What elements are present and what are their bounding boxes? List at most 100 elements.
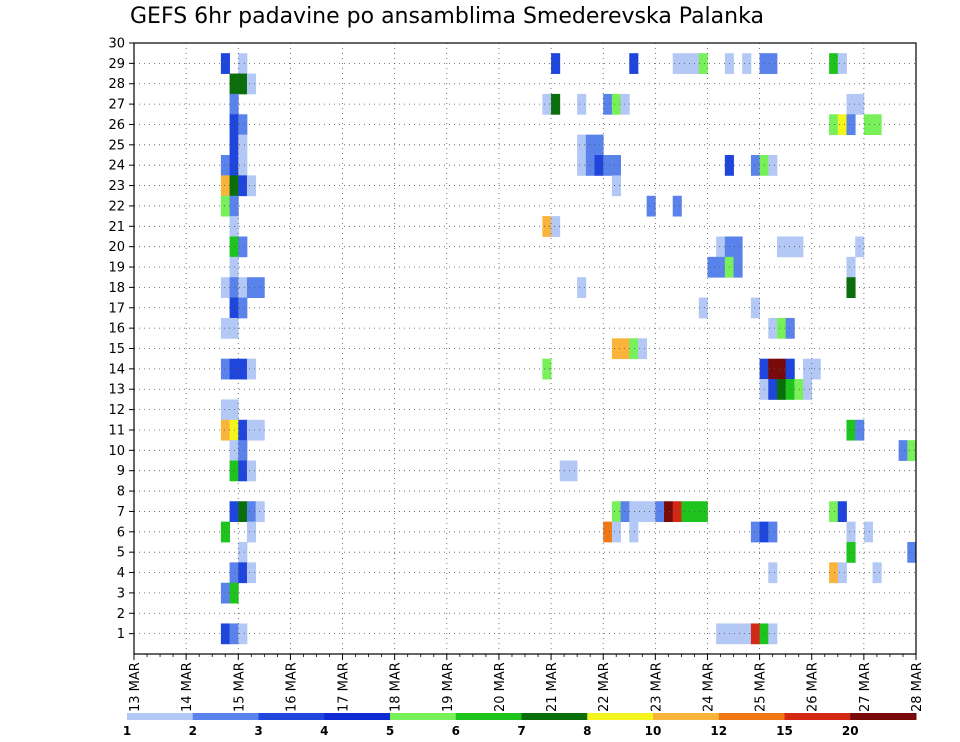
heatmap-cell xyxy=(238,460,248,482)
y-tick-label: 18 xyxy=(108,281,125,296)
colorbar-label: 7 xyxy=(517,724,525,738)
heatmap-cell xyxy=(907,541,917,563)
heatmap-cell xyxy=(238,623,248,645)
heatmap-cell xyxy=(551,216,561,237)
heatmap-cell xyxy=(872,562,882,584)
heatmap-cell xyxy=(742,53,752,74)
y-tick-label: 22 xyxy=(108,199,125,214)
heatmap-cell xyxy=(733,256,743,278)
colorbar-swatch xyxy=(127,713,194,720)
heatmap-cell xyxy=(837,114,847,136)
heatmap-cell xyxy=(255,419,265,441)
y-tick-label: 7 xyxy=(117,505,125,520)
heatmap-cell xyxy=(776,317,787,339)
heatmap-cell xyxy=(603,521,613,543)
y-tick-label: 27 xyxy=(108,98,125,113)
heatmap-cell xyxy=(837,501,847,523)
heatmap-cell xyxy=(872,114,882,136)
x-tick-label: 25 MAR xyxy=(754,662,769,712)
heatmap-cell xyxy=(672,501,682,523)
heatmap-cell xyxy=(768,317,778,339)
heatmap-cell xyxy=(785,379,795,400)
y-tick-label: 17 xyxy=(108,301,125,316)
x-tick-label: 27 MAR xyxy=(858,662,873,712)
heatmap-cell xyxy=(255,501,265,523)
heatmap-cell xyxy=(846,419,856,441)
heatmap-cell xyxy=(577,93,587,115)
heatmap-cell xyxy=(716,256,726,278)
heatmap-cell xyxy=(846,277,856,298)
y-tick-label: 14 xyxy=(108,362,125,377)
x-tick-label: 22 MAR xyxy=(597,662,612,712)
heatmap-cell xyxy=(785,317,795,339)
heatmap-cell xyxy=(220,53,230,74)
heatmap-cell xyxy=(829,501,839,523)
y-tick-label: 4 xyxy=(117,566,125,581)
heatmap-cell xyxy=(846,256,856,278)
heatmap-cell xyxy=(629,501,639,523)
y-tick-label: 1 xyxy=(117,627,125,642)
x-axis: 13 MAR 14 MAR 15 MAR 16 MAR 17 MAR 18 MAR 19 M… xyxy=(128,654,925,712)
heatmap-cell xyxy=(238,501,248,523)
heatmap-cell xyxy=(846,541,856,563)
heatmap-cell xyxy=(585,155,595,176)
heatmap-cell xyxy=(750,521,760,543)
heatmap-cell xyxy=(829,53,839,74)
heatmap-cell xyxy=(220,582,230,604)
heatmap-cell xyxy=(768,155,778,176)
y-tick-label: 26 xyxy=(108,118,125,133)
heatmap-cell xyxy=(246,73,257,95)
heatmap-cell xyxy=(785,358,795,380)
colorbar-swatch xyxy=(521,713,588,720)
colorbar-label: 15 xyxy=(776,724,793,738)
heatmap-cell xyxy=(551,93,561,115)
heatmap-cell xyxy=(742,623,752,645)
y-tick-label: 8 xyxy=(117,485,125,500)
heatmap-cell xyxy=(577,134,587,156)
heatmap-cell xyxy=(238,236,248,258)
heatmap-cell xyxy=(542,93,552,115)
heatmap-cell xyxy=(542,216,552,237)
heatmap-cell xyxy=(611,155,621,176)
x-tick-label: 15 MAR xyxy=(232,662,247,712)
heatmap-cell xyxy=(611,338,621,360)
y-tick-label: 12 xyxy=(108,403,125,418)
colorbar-label: 20 xyxy=(842,724,859,738)
heatmap-cell xyxy=(220,277,230,298)
heatmap-cell xyxy=(803,358,813,380)
y-tick-label: 10 xyxy=(108,444,125,459)
heatmap-cell xyxy=(863,521,873,543)
heatmap-cell xyxy=(220,399,230,421)
x-tick-label: 26 MAR xyxy=(806,662,821,712)
colorbar-swatch xyxy=(850,713,917,720)
heatmap-cell xyxy=(220,317,230,339)
y-tick-label: 13 xyxy=(108,383,125,398)
heatmap-cell xyxy=(568,460,578,482)
y-tick-label: 24 xyxy=(108,159,125,174)
heatmap-cell xyxy=(846,114,856,136)
y-tick-label: 25 xyxy=(108,138,125,153)
heatmap-cell xyxy=(611,521,621,543)
x-tick-label: 23 MAR xyxy=(649,662,664,712)
heatmap-cell xyxy=(733,623,743,645)
colorbar-label: 10 xyxy=(645,724,662,738)
colorbar-swatch xyxy=(258,713,325,720)
heatmap-cell xyxy=(603,155,613,176)
grid xyxy=(134,42,916,654)
heatmap-cell xyxy=(238,562,248,584)
y-tick-label: 28 xyxy=(108,77,125,92)
x-tick-label: 20 MAR xyxy=(493,662,508,712)
heatmap-cell xyxy=(220,175,230,197)
heatmap-cell xyxy=(611,175,621,197)
x-tick-label: 24 MAR xyxy=(701,662,716,712)
heatmap-cell xyxy=(238,155,248,176)
heatmap-cell xyxy=(768,358,778,380)
y-tick-label: 29 xyxy=(108,57,125,72)
colorbar-label: 12 xyxy=(710,724,727,738)
x-tick-label: 18 MAR xyxy=(389,662,404,712)
heatmap-cell xyxy=(542,358,552,380)
heatmap-cell xyxy=(803,379,813,400)
heatmap-cell xyxy=(551,53,561,74)
heatmap-cell xyxy=(629,521,639,543)
